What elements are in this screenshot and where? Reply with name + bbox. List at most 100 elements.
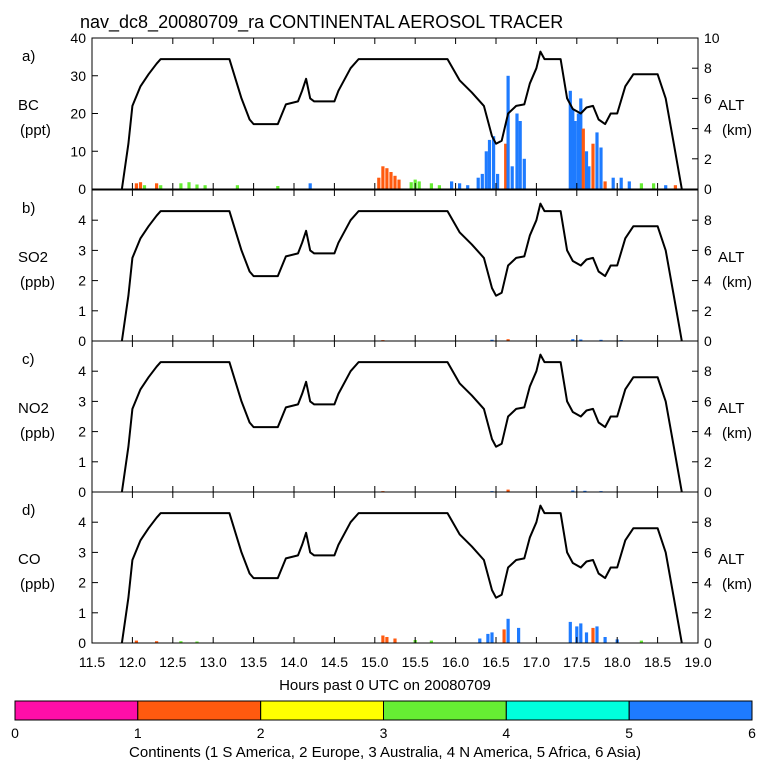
x-tick-label: 17.0 <box>523 654 550 670</box>
tracer-bar <box>583 490 587 492</box>
tracer-bar <box>571 339 575 341</box>
tracer-bar <box>393 175 397 189</box>
colorbar-tick-label: 6 <box>748 725 756 741</box>
alt-tick-label: 2 <box>704 151 712 167</box>
colorbar-tick-label: 4 <box>502 725 510 741</box>
y-tick-label: 4 <box>78 363 86 379</box>
alt-tick-label: 8 <box>704 363 712 379</box>
colorbar-swatch <box>628 700 753 721</box>
tracer-bar <box>504 143 508 189</box>
tracer-bar <box>450 181 454 189</box>
altitude-line <box>120 202 683 342</box>
alt-tick-label: 2 <box>704 605 712 621</box>
units-label: (ppt) <box>20 122 51 139</box>
x-tick-label: 14.5 <box>321 654 348 670</box>
x-tick-label: 17.5 <box>563 654 590 670</box>
tracer-bar <box>522 158 526 189</box>
tracer-bar <box>639 183 643 189</box>
alt-tick-label: 4 <box>704 424 712 440</box>
tracer-bar <box>502 629 506 643</box>
tracer-bar <box>595 132 599 189</box>
y-tick-label: 4 <box>78 514 86 530</box>
tracer-bar <box>385 168 389 189</box>
colorbar-tick-label: 1 <box>134 725 142 741</box>
colorbar-swatch <box>383 700 507 721</box>
tracer-bar <box>506 618 510 643</box>
tracer-bar <box>195 641 199 643</box>
alt-tick-label: 0 <box>704 484 712 500</box>
species-label: BC <box>18 97 39 114</box>
tracer-bar <box>603 181 607 189</box>
units-label: (ppb) <box>20 274 55 291</box>
alt-label: ALT <box>718 97 744 114</box>
tracer-bar <box>486 633 490 643</box>
alt-tick-label: 4 <box>704 121 712 137</box>
x-tick-label: 15.0 <box>361 654 388 670</box>
tracer-bar <box>573 121 577 189</box>
alt-label: ALT <box>718 249 744 266</box>
tracer-bar <box>437 185 441 189</box>
tracer-bar <box>134 640 138 643</box>
chart-title: nav_dc8_20080709_ra CONTINENTAL AEROSOL … <box>80 12 563 33</box>
y-tick-label: 3 <box>78 393 86 409</box>
panel-so2: 0 1 2 3 4 0 2 4 6 8 b) SO2 (ppb) ALT (km) <box>18 189 752 349</box>
colorbar-swatch <box>137 700 262 721</box>
plot-frame <box>91 189 699 342</box>
plot-frame <box>91 37 699 190</box>
tracer-bar <box>138 182 143 189</box>
tracer-bar <box>377 177 381 189</box>
tracer-bar <box>134 183 138 189</box>
colorbar-swatch <box>505 700 630 721</box>
x-tick-label: 13.5 <box>240 654 267 670</box>
tracer-bar <box>510 166 514 189</box>
tracer-bar <box>579 98 583 189</box>
colorbar-tick-label: 0 <box>11 725 19 741</box>
tracer-bar <box>619 177 623 189</box>
alt-tick-label: 0 <box>704 181 712 197</box>
tracer-bar <box>506 489 510 492</box>
y-tick-label: 3 <box>78 242 86 258</box>
tracer-bar <box>476 177 480 189</box>
altitude-line <box>120 504 683 644</box>
alt-units-label: (km) <box>722 576 752 593</box>
tracer-bar <box>276 186 280 189</box>
alt-tick-label: 2 <box>704 303 712 319</box>
tracer-bar <box>496 173 500 189</box>
altitude-line <box>120 353 683 493</box>
panel-letter: c) <box>22 351 35 368</box>
tracer-bar <box>627 181 631 189</box>
altitude-line <box>120 50 683 190</box>
tracer-bar <box>478 638 482 643</box>
tracer-bar <box>393 638 397 643</box>
tracer-bar <box>599 339 603 341</box>
tracer-bar <box>381 635 385 643</box>
tracer-bar <box>584 632 589 643</box>
y-tick-label: 0 <box>78 635 86 651</box>
tracer-bar <box>652 183 656 189</box>
tracer-bar <box>584 151 589 190</box>
alt-tick-label: 0 <box>704 635 712 651</box>
tracer-bar <box>506 75 510 190</box>
alt-tick-label: 4 <box>704 575 712 591</box>
tracer-bar <box>417 181 421 189</box>
y-tick-label: 0 <box>78 181 86 197</box>
units-label: (ppb) <box>20 425 55 442</box>
panel-letter: d) <box>22 502 35 519</box>
alt-tick-label: 10 <box>704 30 720 46</box>
y-tick-label: 10 <box>70 143 86 159</box>
tracer-bar <box>576 113 580 189</box>
tracer-bar <box>235 185 239 189</box>
species-label: CO <box>18 551 41 568</box>
alt-tick-label: 0 <box>704 333 712 349</box>
species-label: SO2 <box>18 249 48 266</box>
alt-units-label: (km) <box>722 122 752 139</box>
colorbar-swatch <box>14 700 139 721</box>
tracer-bar <box>571 490 575 492</box>
colorbar-label: Continents (1 S America, 2 Europe, 3 Aus… <box>129 744 641 761</box>
colorbar: 0 1 2 3 4 5 6 <box>11 700 756 741</box>
tracer-bar <box>639 640 643 643</box>
tracer-bar <box>673 185 677 189</box>
tracer-bar <box>575 626 579 643</box>
alt-tick-label: 6 <box>704 544 712 560</box>
x-tick-label: 16.5 <box>482 654 509 670</box>
